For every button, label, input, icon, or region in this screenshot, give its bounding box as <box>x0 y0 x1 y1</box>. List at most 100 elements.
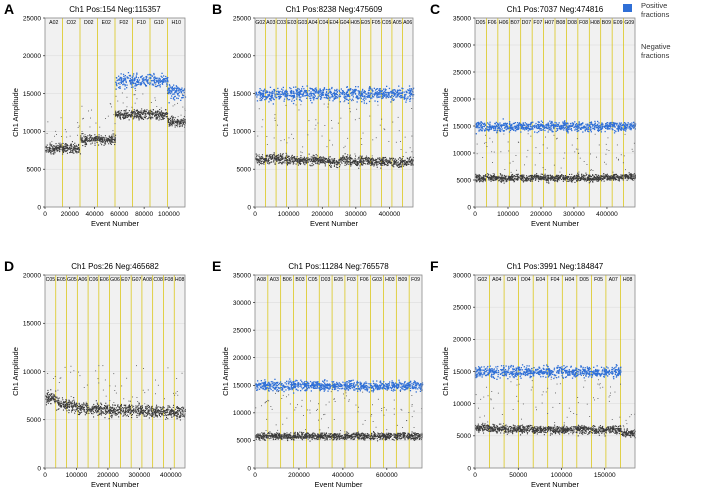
positive-droplet <box>262 90 264 92</box>
negative-droplet <box>538 177 540 179</box>
negative-droplet <box>162 112 164 114</box>
negative-droplet <box>83 140 85 142</box>
rain-droplet <box>134 94 136 96</box>
positive-droplet <box>396 93 398 96</box>
positive-droplet <box>346 90 349 92</box>
negative-droplet <box>328 159 330 161</box>
positive-droplet <box>553 127 555 129</box>
negative-droplet <box>118 113 120 115</box>
negative-droplet <box>511 178 513 180</box>
negative-droplet <box>579 177 581 179</box>
positive-droplet <box>175 85 177 87</box>
negative-droplet <box>531 177 533 179</box>
positive-droplet <box>333 97 335 99</box>
negative-droplet <box>90 139 92 141</box>
negative-droplet <box>122 113 124 115</box>
positive-droplet <box>140 84 142 86</box>
negative-droplet <box>59 144 61 146</box>
positive-droplet <box>347 94 349 96</box>
positive-droplet <box>559 125 561 127</box>
x-tick-label: 100000 <box>158 211 180 218</box>
negative-droplet <box>550 179 552 181</box>
positive-droplet <box>353 91 355 93</box>
positive-droplet <box>274 93 276 95</box>
positive-droplet <box>369 96 371 98</box>
negative-droplet <box>309 164 311 166</box>
negative-droplet <box>573 175 575 177</box>
negative-droplet <box>293 160 295 162</box>
negative-droplet <box>315 162 317 164</box>
y-tick-label: 25000 <box>23 15 41 22</box>
positive-droplet <box>180 99 182 101</box>
positive-droplet <box>505 124 507 126</box>
rain-droplet <box>155 118 157 120</box>
negative-droplet <box>167 122 169 124</box>
positive-droplet <box>560 126 562 128</box>
negative-droplet <box>54 150 56 152</box>
positive-droplet <box>115 81 117 83</box>
negative-droplet <box>270 161 272 163</box>
negative-droplet <box>164 112 166 114</box>
negative-droplet <box>569 180 571 182</box>
negative-droplet <box>107 138 109 140</box>
negative-droplet <box>373 159 375 161</box>
negative-droplet <box>141 118 143 120</box>
positive-droplet <box>544 127 546 129</box>
positive-droplet <box>137 79 139 82</box>
negative-droplet <box>408 160 410 162</box>
negative-droplet <box>311 165 313 167</box>
negative-droplet <box>98 139 100 141</box>
negative-droplet <box>86 139 88 141</box>
positive-droplet <box>587 130 589 132</box>
rain-droplet <box>321 135 323 137</box>
rain-droplet <box>534 164 536 166</box>
negative-droplet <box>175 121 177 123</box>
negative-droplet <box>70 144 72 146</box>
positive-droplet <box>181 87 183 89</box>
negative-droplet <box>504 176 506 178</box>
positive-droplet <box>503 127 506 129</box>
negative-droplet <box>115 113 117 115</box>
positive-droplet <box>365 93 367 95</box>
negative-droplet <box>577 174 579 176</box>
negative-droplet <box>366 159 368 161</box>
negative-droplet <box>132 112 134 114</box>
negative-droplet <box>75 149 77 151</box>
negative-droplet <box>89 140 91 142</box>
negative-droplet <box>48 151 50 153</box>
negative-droplet <box>50 152 52 154</box>
negative-droplet <box>52 147 54 149</box>
positive-droplet <box>558 127 561 129</box>
positive-droplet <box>263 95 265 97</box>
negative-droplet <box>568 176 570 178</box>
negative-droplet <box>281 162 283 164</box>
negative-droplet <box>271 157 273 159</box>
positive-droplet <box>155 78 157 80</box>
rain-droplet <box>166 85 168 87</box>
negative-droplet <box>411 162 413 164</box>
negative-droplet <box>160 119 162 121</box>
negative-droplet <box>484 180 486 182</box>
negative-droplet <box>408 163 410 165</box>
negative-droplet <box>385 160 387 162</box>
negative-droplet <box>288 163 290 165</box>
negative-droplet <box>480 180 482 182</box>
negative-droplet <box>399 166 401 168</box>
negative-droplet <box>510 179 512 181</box>
positive-droplet <box>131 81 133 83</box>
negative-droplet <box>156 111 158 113</box>
negative-droplet <box>550 178 552 180</box>
positive-droplet <box>286 96 288 98</box>
negative-droplet <box>110 143 112 145</box>
rain-droplet <box>177 102 178 104</box>
positive-droplet <box>514 130 517 132</box>
positive-droplet <box>166 80 168 82</box>
negative-droplet <box>505 180 507 182</box>
negative-droplet <box>500 174 502 176</box>
positive-droplet <box>577 128 579 130</box>
positive-droplet <box>553 126 555 128</box>
negative-droplet <box>62 153 64 155</box>
positive-droplet <box>173 89 175 91</box>
negative-droplet <box>359 161 361 163</box>
positive-droplet <box>300 96 302 98</box>
